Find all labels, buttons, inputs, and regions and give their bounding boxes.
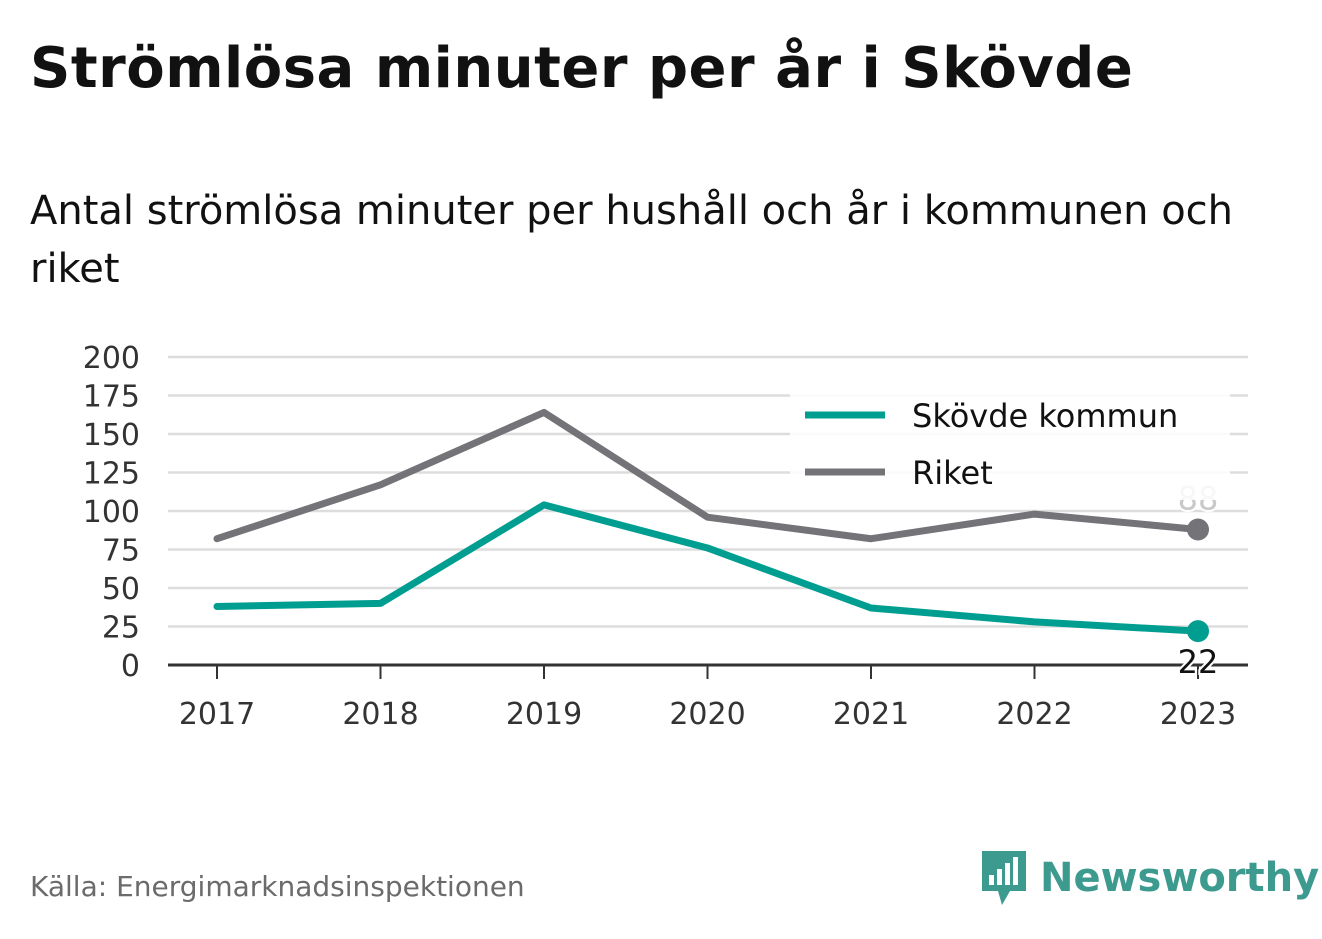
x-tick-label: 2023	[1160, 697, 1236, 732]
x-tick-label: 2018	[342, 697, 418, 732]
data-label-skovde-2023: 22	[1178, 643, 1219, 681]
y-tick-label: 50	[102, 572, 140, 607]
x-tick-label: 2020	[669, 697, 745, 732]
y-tick-label: 0	[121, 649, 140, 684]
y-tick-label: 25	[102, 611, 140, 646]
y-tick-label: 125	[83, 457, 140, 492]
legend-background	[790, 385, 1230, 500]
legend: Skövde kommun Riket	[790, 385, 1230, 500]
y-tick-label: 175	[83, 380, 140, 415]
x-tick-label: 2017	[179, 697, 255, 732]
y-tick-label: 200	[83, 341, 140, 376]
series-line-sk-vde-kommun	[213, 501, 1202, 635]
x-tick-label: 2021	[833, 697, 909, 732]
x-axis-ticks: 2017 2018 2019 2020 2021 2022 2023	[179, 665, 1236, 732]
series-line-riket	[213, 408, 1202, 543]
brand-logo[interactable]: Newsworthy	[980, 848, 1319, 908]
x-tick-label: 2019	[506, 697, 582, 732]
chart-title: Strömlösa minuter per år i Skövde	[30, 36, 1134, 101]
series-end-marker-sk-vde-kommun	[1187, 620, 1209, 643]
legend-label: Skövde kommun	[912, 397, 1178, 435]
legend-label: Riket	[912, 454, 993, 492]
y-tick-label: 75	[102, 534, 140, 569]
y-tick-label: 150	[83, 418, 140, 453]
brand-name: Newsworthy	[1040, 855, 1320, 901]
chart-subtitle: Antal strömlösa minuter per hushåll och …	[30, 188, 1234, 292]
source-note: Källa: Energimarknadsinspektionen	[30, 870, 525, 903]
series-end-marker-riket	[1187, 518, 1209, 541]
newsworthy-icon	[982, 851, 1026, 905]
x-tick-label: 2022	[996, 697, 1072, 732]
y-tick-label: 100	[83, 495, 140, 530]
